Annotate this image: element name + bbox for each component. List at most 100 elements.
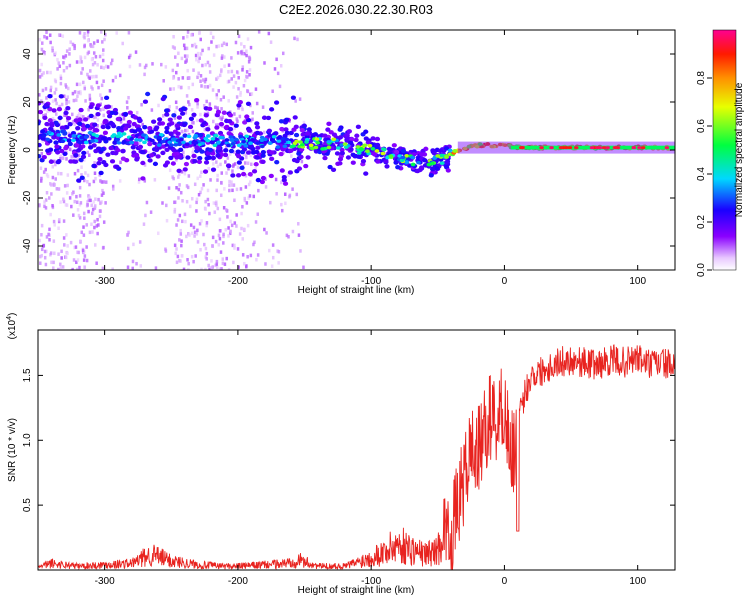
spectrogram-cell bbox=[243, 198, 247, 203]
spectrogram-cell bbox=[77, 117, 83, 122]
spectrogram-cell bbox=[231, 188, 234, 193]
spectrogram-cell bbox=[194, 53, 198, 58]
spectrogram-cell bbox=[197, 59, 200, 64]
spectrogram-cell bbox=[100, 200, 103, 204]
spectrogram-cell bbox=[200, 141, 206, 146]
spectrogram-cell bbox=[443, 146, 450, 151]
spectrogram-cell bbox=[86, 179, 89, 184]
spectrogram-cell bbox=[222, 232, 225, 237]
spectrogram-cell bbox=[87, 130, 93, 135]
spectrogram-cell bbox=[129, 136, 134, 141]
snr-y-scale: (x104) bbox=[6, 313, 18, 340]
spectrogram-cell bbox=[196, 51, 200, 56]
spectrogram-cell bbox=[91, 87, 94, 91]
spectrogram-cell bbox=[282, 181, 289, 186]
spectrogram-cell bbox=[122, 111, 129, 117]
spectrogram-cell bbox=[218, 116, 222, 120]
spectrogram-cell bbox=[122, 116, 126, 121]
spectrogram-cell bbox=[230, 223, 234, 228]
spectrogram-cell bbox=[76, 258, 80, 262]
spectrogram-cell bbox=[330, 167, 337, 172]
spectrogram-cell bbox=[78, 194, 82, 198]
spectrogram-cell bbox=[199, 112, 202, 117]
spectrogram-cell bbox=[215, 160, 218, 164]
spectrogram-cell bbox=[202, 78, 205, 82]
spectrogram-cell bbox=[53, 182, 56, 187]
spectrogram-cell bbox=[60, 256, 63, 260]
spectrogram-cell bbox=[108, 145, 114, 151]
spectrogram-cell bbox=[174, 70, 178, 75]
spectrogram-cell bbox=[230, 180, 233, 184]
spectrogram-cell bbox=[174, 100, 178, 104]
spectrogram-cell bbox=[264, 185, 268, 189]
spectrogram-cell bbox=[435, 154, 441, 158]
spectrogram-cell bbox=[76, 168, 80, 173]
spectrogram-cell bbox=[195, 200, 198, 205]
spectrogram-cell bbox=[67, 141, 73, 147]
spectrogram-cell bbox=[224, 138, 230, 142]
spectrogram-cell bbox=[60, 125, 66, 131]
spectrogram-cell bbox=[173, 143, 179, 147]
spectrogram-cell bbox=[337, 127, 343, 132]
spectrogram-cell bbox=[88, 195, 91, 200]
spectrogram-cell bbox=[71, 134, 77, 138]
spectrogram-cell bbox=[197, 71, 200, 76]
spectrogram-cell bbox=[70, 155, 73, 159]
spectrogram-cell bbox=[165, 218, 169, 223]
spectrogram-cell bbox=[147, 126, 153, 131]
spectrogram-cell bbox=[50, 192, 53, 196]
spectrogram-cell bbox=[262, 137, 268, 142]
spectrogram-cell bbox=[308, 143, 314, 148]
spectrogram-cell bbox=[156, 135, 162, 140]
spectrogram-cell bbox=[215, 44, 218, 49]
spectrogram-cell bbox=[102, 220, 106, 224]
spectrogram-cell bbox=[45, 190, 49, 195]
spectrogram-cell bbox=[255, 177, 261, 183]
spectrogram-cell bbox=[284, 201, 287, 206]
spectrogram-cell bbox=[90, 85, 93, 89]
spectrogram-cell bbox=[208, 267, 211, 270]
spectrogram-cell bbox=[208, 63, 211, 68]
spectrogram-cell bbox=[39, 179, 43, 183]
spectrogram-cell bbox=[204, 207, 207, 211]
spectrogram-cell bbox=[88, 135, 91, 139]
spectrogram-cell bbox=[325, 127, 331, 132]
spectrogram-cell bbox=[295, 192, 299, 197]
spectrogram-cell bbox=[173, 210, 176, 214]
spectrogram-cell bbox=[78, 157, 84, 163]
spectrogram-cell bbox=[71, 191, 74, 196]
spectrogram-cell bbox=[88, 76, 91, 80]
spectrogram-cell bbox=[48, 33, 52, 37]
spectrogram-cell bbox=[275, 57, 278, 62]
spectrogram-cell bbox=[260, 159, 266, 164]
spectrogram-cell bbox=[250, 162, 253, 167]
spectrogram-cell bbox=[245, 150, 252, 155]
spectrogram-cell bbox=[204, 63, 207, 67]
spectrogram-cell bbox=[88, 230, 92, 235]
spectrogram-cell bbox=[72, 98, 76, 103]
spectrogram-cell bbox=[356, 151, 362, 155]
spectrogram-cell bbox=[41, 155, 47, 160]
spectrogram-cell bbox=[428, 173, 434, 178]
spectrogram-cell bbox=[331, 137, 337, 142]
spectrogram-cell bbox=[225, 163, 232, 168]
spectrogram-cell bbox=[152, 141, 157, 146]
spectrogram-cell bbox=[245, 117, 252, 123]
spectrogram-cell bbox=[75, 148, 82, 153]
spectrogram-cell bbox=[105, 104, 112, 109]
spectrogram-cell bbox=[54, 98, 57, 102]
spectrogram-cell bbox=[248, 55, 251, 60]
spectrogram-cell bbox=[202, 232, 205, 237]
spectrogram-cell bbox=[265, 231, 268, 235]
spectrogram-cell bbox=[147, 137, 153, 142]
spectrogram-cell bbox=[170, 161, 176, 166]
spectrogram-cell bbox=[51, 203, 54, 208]
spectrogram-cell bbox=[256, 212, 260, 216]
spectrogram-cell bbox=[265, 115, 272, 121]
spectrogram-cell bbox=[92, 122, 98, 127]
spectrogram-cell bbox=[212, 201, 216, 205]
spectrogram-cell bbox=[227, 226, 230, 230]
spectrogram-cell bbox=[253, 240, 256, 245]
spectrogram-cell bbox=[102, 191, 105, 195]
spectrogram-cell bbox=[191, 43, 194, 48]
